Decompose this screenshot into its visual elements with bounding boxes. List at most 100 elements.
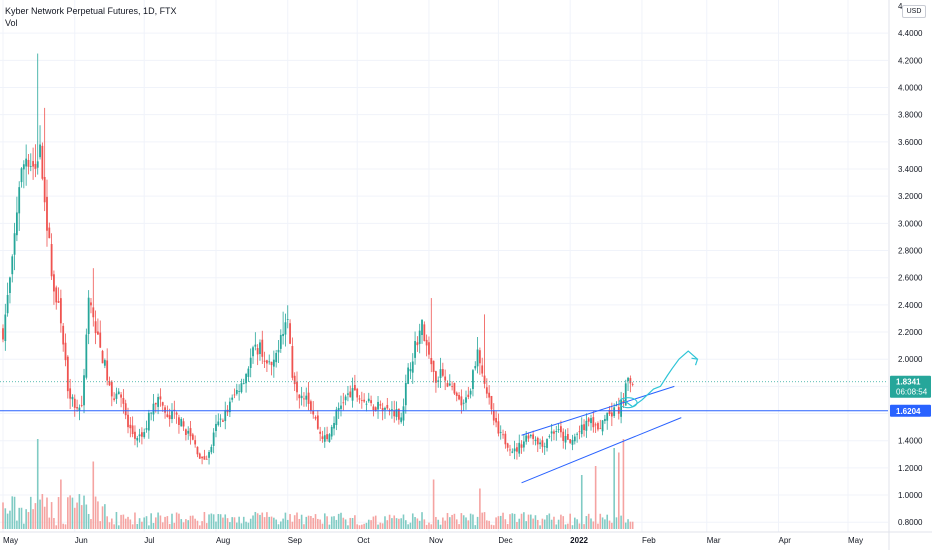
candle-body	[606, 412, 609, 421]
volume-bar	[196, 520, 199, 529]
candle-body	[409, 369, 412, 372]
candle-body	[2, 328, 4, 340]
volume-bar	[555, 524, 558, 529]
candle-body	[344, 396, 347, 401]
candle-body	[215, 423, 217, 432]
volume-bar	[451, 514, 453, 529]
candle-body	[370, 400, 372, 404]
volume-indicator-label[interactable]: Vol	[5, 18, 18, 28]
volume-bar	[143, 517, 146, 529]
candle-body	[289, 323, 291, 344]
price-axis[interactable]: 4.4000 4.2000 4.0000 3.8000 3.6000 3.4000 3.20…	[888, 0, 923, 550]
candle-body	[474, 365, 477, 369]
candle-body	[145, 428, 148, 430]
volume-bar	[185, 519, 187, 529]
time-axis[interactable]: May Jun Jul Aug Sep Oct Nov Dec 2022 Feb Mar Apr May	[0, 531, 932, 545]
candle-body	[314, 416, 317, 419]
volume-bar	[122, 514, 125, 529]
candle-body	[485, 387, 488, 394]
volume-bar	[231, 517, 233, 529]
volume-bar	[217, 513, 220, 529]
candle-body	[161, 402, 164, 406]
volume-bar	[20, 507, 23, 529]
volume-bar	[571, 525, 574, 529]
candle-body	[316, 415, 319, 429]
volume-bar	[62, 523, 64, 529]
volume-bar	[365, 522, 368, 529]
volume-bar	[594, 466, 597, 529]
volume-bar	[335, 519, 338, 529]
candle-body	[20, 168, 23, 183]
volume-bar	[168, 523, 171, 529]
volume-bar	[620, 515, 622, 529]
volume-bar	[532, 518, 534, 529]
candle-body	[143, 432, 146, 438]
volume-bar	[395, 518, 398, 529]
candle-body	[374, 407, 377, 411]
volume-bar	[446, 513, 449, 529]
candle-body	[129, 424, 132, 429]
volume-bar	[520, 513, 523, 529]
candle-body	[80, 405, 83, 406]
volume-bar	[303, 524, 305, 529]
volume-bar	[509, 514, 511, 529]
candle-body	[342, 402, 345, 404]
candle-body	[506, 443, 509, 448]
volume-bar	[462, 515, 465, 529]
candle-body	[476, 349, 479, 367]
candle-body	[615, 405, 618, 407]
candle-body	[349, 391, 352, 398]
candle-body	[472, 370, 474, 390]
price-tick-label: 2.6000	[898, 274, 923, 283]
volume-bar	[64, 524, 67, 529]
volume-bar	[259, 514, 261, 529]
volume-bar	[187, 520, 189, 529]
channel-upper-line	[521, 385, 675, 436]
volume-bar	[198, 525, 201, 529]
symbol-title[interactable]: Kyber Network Perpetual Futures, 1D, FTX	[5, 6, 177, 16]
volume-bar	[73, 507, 76, 529]
volume-bar	[386, 520, 389, 529]
candle-body	[483, 375, 486, 384]
volume-bar	[467, 520, 470, 529]
candle-body	[478, 350, 481, 364]
candle-body	[522, 441, 525, 448]
volume-bar	[629, 521, 632, 529]
volume-bar	[606, 514, 609, 529]
volume-bar	[2, 502, 4, 529]
candle-body	[627, 377, 629, 382]
volume-bar	[411, 513, 414, 529]
volume-bar	[439, 524, 442, 529]
volume-bar	[173, 522, 176, 529]
candle-body	[622, 400, 625, 404]
volume-bars	[2, 439, 634, 529]
volume-bar	[497, 516, 500, 529]
volume-bar	[108, 522, 111, 529]
candle-body	[416, 342, 419, 346]
price-tick-label: 2.4000	[898, 301, 923, 310]
candle-body	[347, 393, 349, 395]
volume-bar	[455, 519, 458, 529]
candle-body	[55, 287, 58, 303]
volume-bar	[492, 525, 495, 529]
countdown-timer: 06:08:54	[896, 388, 928, 397]
volume-bar	[546, 515, 548, 529]
candle-body	[97, 331, 99, 335]
volume-bar	[305, 516, 308, 529]
currency-button[interactable]: USD	[902, 5, 926, 18]
volume-bar	[502, 512, 504, 529]
candle-body	[613, 407, 616, 416]
price-tick-label: 3.6000	[898, 138, 923, 147]
volume-bar	[178, 513, 180, 529]
candle-body	[571, 439, 574, 445]
volume-bar	[604, 519, 606, 529]
volume-bar	[523, 512, 525, 529]
volume-bar	[92, 461, 95, 529]
volume-bar	[569, 513, 571, 529]
candle-body	[555, 431, 558, 432]
candle-body	[36, 161, 39, 168]
candle-body	[303, 398, 305, 400]
candle-body	[208, 452, 210, 458]
candle-body	[402, 406, 405, 421]
